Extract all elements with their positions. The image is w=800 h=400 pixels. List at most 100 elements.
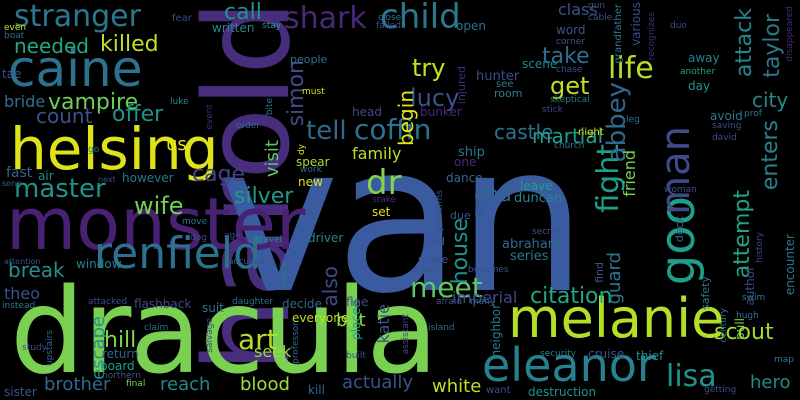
word-stick: stick (542, 105, 563, 115)
word-instead: instead (2, 301, 36, 311)
word-many: many (470, 297, 496, 307)
word-safety: safety (699, 276, 712, 310)
word-new: new (298, 175, 323, 189)
word-try: try (412, 54, 446, 82)
word-katie: katie (374, 304, 393, 344)
word-day: day (688, 79, 711, 93)
word-author: author (743, 266, 757, 306)
word-family: family (352, 144, 402, 163)
word-church: church (554, 141, 585, 151)
word-salvage: salvage (205, 318, 215, 353)
word-actually: actually (342, 372, 414, 393)
word-chase: chase (556, 65, 583, 75)
word-suit: suit (202, 301, 224, 315)
word-board: board (100, 359, 135, 373)
word-white: white (432, 376, 482, 397)
word-island: island (428, 323, 455, 333)
word-saving: saving (712, 121, 742, 131)
word-sister: sister (4, 385, 37, 399)
word-daughter: daughter (232, 297, 274, 307)
word-disappeared: disappeared (785, 6, 795, 62)
word-theo: theo (4, 284, 41, 303)
word-written: written (212, 21, 255, 35)
word-led: led (428, 235, 445, 248)
word-abraham: abraham (502, 237, 561, 252)
word-cage: cage (192, 162, 246, 187)
word-attack: attack (732, 8, 757, 78)
word-grandfather: grandfather (613, 4, 624, 64)
word-hunter: hunter (476, 69, 520, 84)
word-another: another (680, 67, 716, 77)
word-soon: soon (414, 265, 436, 275)
word-word: word (556, 23, 586, 37)
word-failed: failed (376, 21, 401, 31)
word-built: built (346, 351, 366, 361)
word-performs: performs (435, 190, 445, 231)
word-return: return (102, 347, 139, 361)
word-kill: kill (308, 383, 325, 397)
word-bride: bride (4, 92, 46, 111)
word-want: want (486, 385, 511, 396)
word-black: black (279, 262, 289, 286)
word-must: must (302, 87, 325, 97)
word-class: class (558, 0, 598, 19)
word-david: david (712, 133, 737, 143)
word-dance: dance (446, 171, 483, 185)
word-fear: fear (172, 13, 192, 24)
word-take: take (542, 44, 590, 69)
word-tell: tell (306, 116, 347, 146)
word-stranger: stranger (14, 0, 141, 34)
word-blood: blood (240, 374, 290, 395)
word-one: one (454, 155, 477, 169)
word-encounter: encounter (783, 234, 797, 296)
word-security: security (540, 349, 576, 359)
word-needed: needed (14, 34, 89, 58)
word-flee: flee (346, 295, 369, 309)
word-work: work (300, 165, 322, 175)
word-people: people (290, 53, 328, 66)
word-age: age (224, 231, 241, 241)
word-bite: bite (265, 98, 275, 116)
word-upstairs: upstairs (45, 330, 55, 367)
word-art: art (238, 323, 278, 356)
word-song: song (2, 179, 22, 188)
word-imperial: imperial (452, 288, 518, 307)
word-gun: gun (588, 1, 606, 11)
word-get: get (550, 72, 590, 100)
word-taylor: taylor (760, 14, 785, 78)
word-vampire: vampire (48, 90, 139, 115)
word-shark: shark (284, 1, 367, 36)
word-city: city (752, 88, 789, 112)
word-away: away (688, 51, 720, 65)
word-night: night (578, 127, 604, 138)
word-room: room (494, 87, 523, 100)
word-head: head (352, 105, 382, 119)
word-stake: stake (372, 195, 397, 205)
word-afraid: afraid (436, 297, 463, 307)
word-even: even (4, 23, 27, 33)
word-bunker: bunker (420, 105, 462, 119)
word-duo: duo (670, 21, 687, 31)
word-leg: leg (626, 115, 640, 125)
word-set: set (372, 205, 391, 219)
word-becomes: becomes (468, 265, 509, 275)
word-caine: caine (8, 40, 143, 98)
word-van: van (218, 101, 587, 339)
word-attention: attention (4, 257, 41, 266)
word-thief: thief (636, 349, 664, 363)
word-due: due (450, 209, 471, 222)
word-enters: enters (758, 120, 783, 191)
word-study: study (22, 343, 47, 353)
word-call: call (224, 0, 262, 25)
word-destruction: destruction (528, 385, 597, 399)
word-break: break (8, 258, 65, 282)
word-eleanor: eleanor (482, 338, 656, 392)
word-helsing: helsing (10, 115, 219, 183)
word-brother: brother (44, 374, 111, 395)
word-recognizes: recognizes (647, 12, 657, 61)
word-silver: silver (234, 184, 294, 209)
word-martial: martial (532, 124, 604, 148)
word-also: also (318, 266, 342, 307)
word-history: history (755, 232, 765, 263)
word-scout: scout (714, 320, 774, 345)
